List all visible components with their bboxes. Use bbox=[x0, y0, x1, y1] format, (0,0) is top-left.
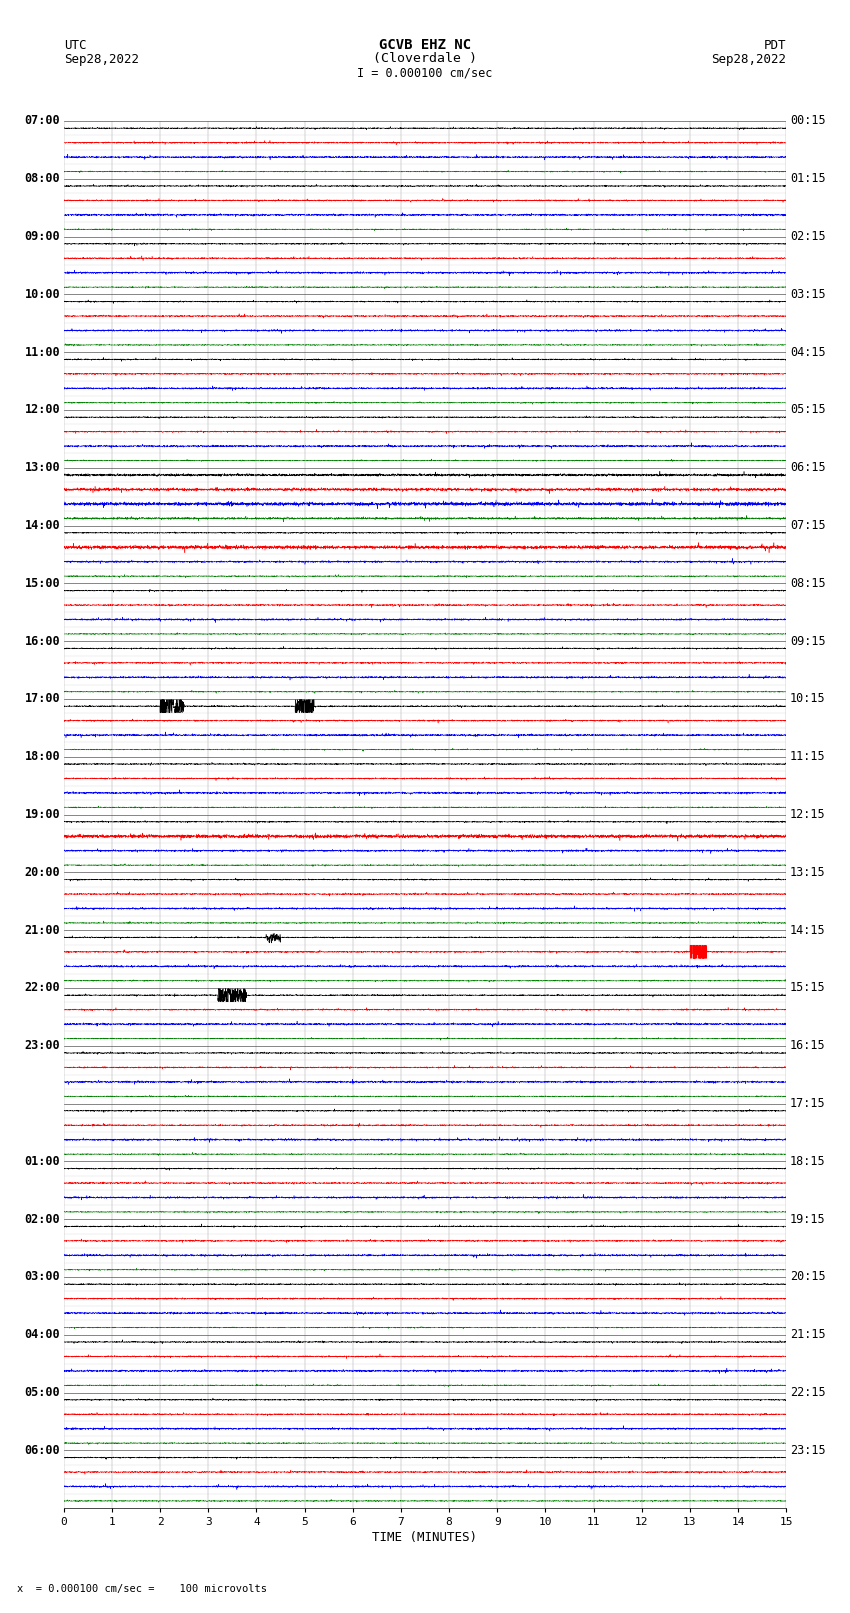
Text: 20:15: 20:15 bbox=[790, 1271, 825, 1284]
Text: 00:15: 00:15 bbox=[790, 115, 825, 127]
Text: 07:15: 07:15 bbox=[790, 519, 825, 532]
Text: 21:00: 21:00 bbox=[25, 924, 60, 937]
Text: 22:00: 22:00 bbox=[25, 981, 60, 995]
Text: 06:00: 06:00 bbox=[25, 1444, 60, 1457]
Text: 09:00: 09:00 bbox=[25, 231, 60, 244]
Text: 10:15: 10:15 bbox=[790, 692, 825, 705]
Text: 22:15: 22:15 bbox=[790, 1386, 825, 1398]
Text: Sep28,2022: Sep28,2022 bbox=[711, 53, 786, 66]
Text: 17:00: 17:00 bbox=[25, 692, 60, 705]
Text: 19:00: 19:00 bbox=[25, 808, 60, 821]
Text: 10:00: 10:00 bbox=[25, 287, 60, 302]
Text: 21:15: 21:15 bbox=[790, 1327, 825, 1342]
Text: 08:00: 08:00 bbox=[25, 173, 60, 185]
Text: 20:00: 20:00 bbox=[25, 866, 60, 879]
Text: 16:00: 16:00 bbox=[25, 634, 60, 648]
Text: 13:15: 13:15 bbox=[790, 866, 825, 879]
Text: 15:15: 15:15 bbox=[790, 981, 825, 995]
Text: 04:15: 04:15 bbox=[790, 345, 825, 358]
Text: 15:00: 15:00 bbox=[25, 577, 60, 590]
Text: I = 0.000100 cm/sec: I = 0.000100 cm/sec bbox=[357, 66, 493, 79]
Text: GCVB EHZ NC: GCVB EHZ NC bbox=[379, 37, 471, 52]
Text: 05:00: 05:00 bbox=[25, 1386, 60, 1398]
Text: Sep28,2022: Sep28,2022 bbox=[64, 53, 139, 66]
Text: 02:00: 02:00 bbox=[25, 1213, 60, 1226]
Text: 09:15: 09:15 bbox=[790, 634, 825, 648]
Text: 03:15: 03:15 bbox=[790, 287, 825, 302]
Text: 12:15: 12:15 bbox=[790, 808, 825, 821]
Text: 11:15: 11:15 bbox=[790, 750, 825, 763]
Text: PDT: PDT bbox=[764, 39, 786, 52]
Text: UTC: UTC bbox=[64, 39, 86, 52]
X-axis label: TIME (MINUTES): TIME (MINUTES) bbox=[372, 1531, 478, 1544]
Text: 23:15: 23:15 bbox=[790, 1444, 825, 1457]
Text: 14:00: 14:00 bbox=[25, 519, 60, 532]
Text: 05:15: 05:15 bbox=[790, 403, 825, 416]
Text: (Cloverdale ): (Cloverdale ) bbox=[373, 52, 477, 65]
Text: 17:15: 17:15 bbox=[790, 1097, 825, 1110]
Text: 08:15: 08:15 bbox=[790, 577, 825, 590]
Text: 18:15: 18:15 bbox=[790, 1155, 825, 1168]
Text: 12:00: 12:00 bbox=[25, 403, 60, 416]
Text: x  = 0.000100 cm/sec =    100 microvolts: x = 0.000100 cm/sec = 100 microvolts bbox=[17, 1584, 267, 1594]
Text: 11:00: 11:00 bbox=[25, 345, 60, 358]
Text: 13:00: 13:00 bbox=[25, 461, 60, 474]
Text: 04:00: 04:00 bbox=[25, 1327, 60, 1342]
Text: 18:00: 18:00 bbox=[25, 750, 60, 763]
Text: 16:15: 16:15 bbox=[790, 1039, 825, 1052]
Text: 03:00: 03:00 bbox=[25, 1271, 60, 1284]
Text: 01:15: 01:15 bbox=[790, 173, 825, 185]
Text: 01:00: 01:00 bbox=[25, 1155, 60, 1168]
Text: 19:15: 19:15 bbox=[790, 1213, 825, 1226]
Text: 02:15: 02:15 bbox=[790, 231, 825, 244]
Text: 23:00: 23:00 bbox=[25, 1039, 60, 1052]
Text: 06:15: 06:15 bbox=[790, 461, 825, 474]
Text: 07:00: 07:00 bbox=[25, 115, 60, 127]
Text: 14:15: 14:15 bbox=[790, 924, 825, 937]
